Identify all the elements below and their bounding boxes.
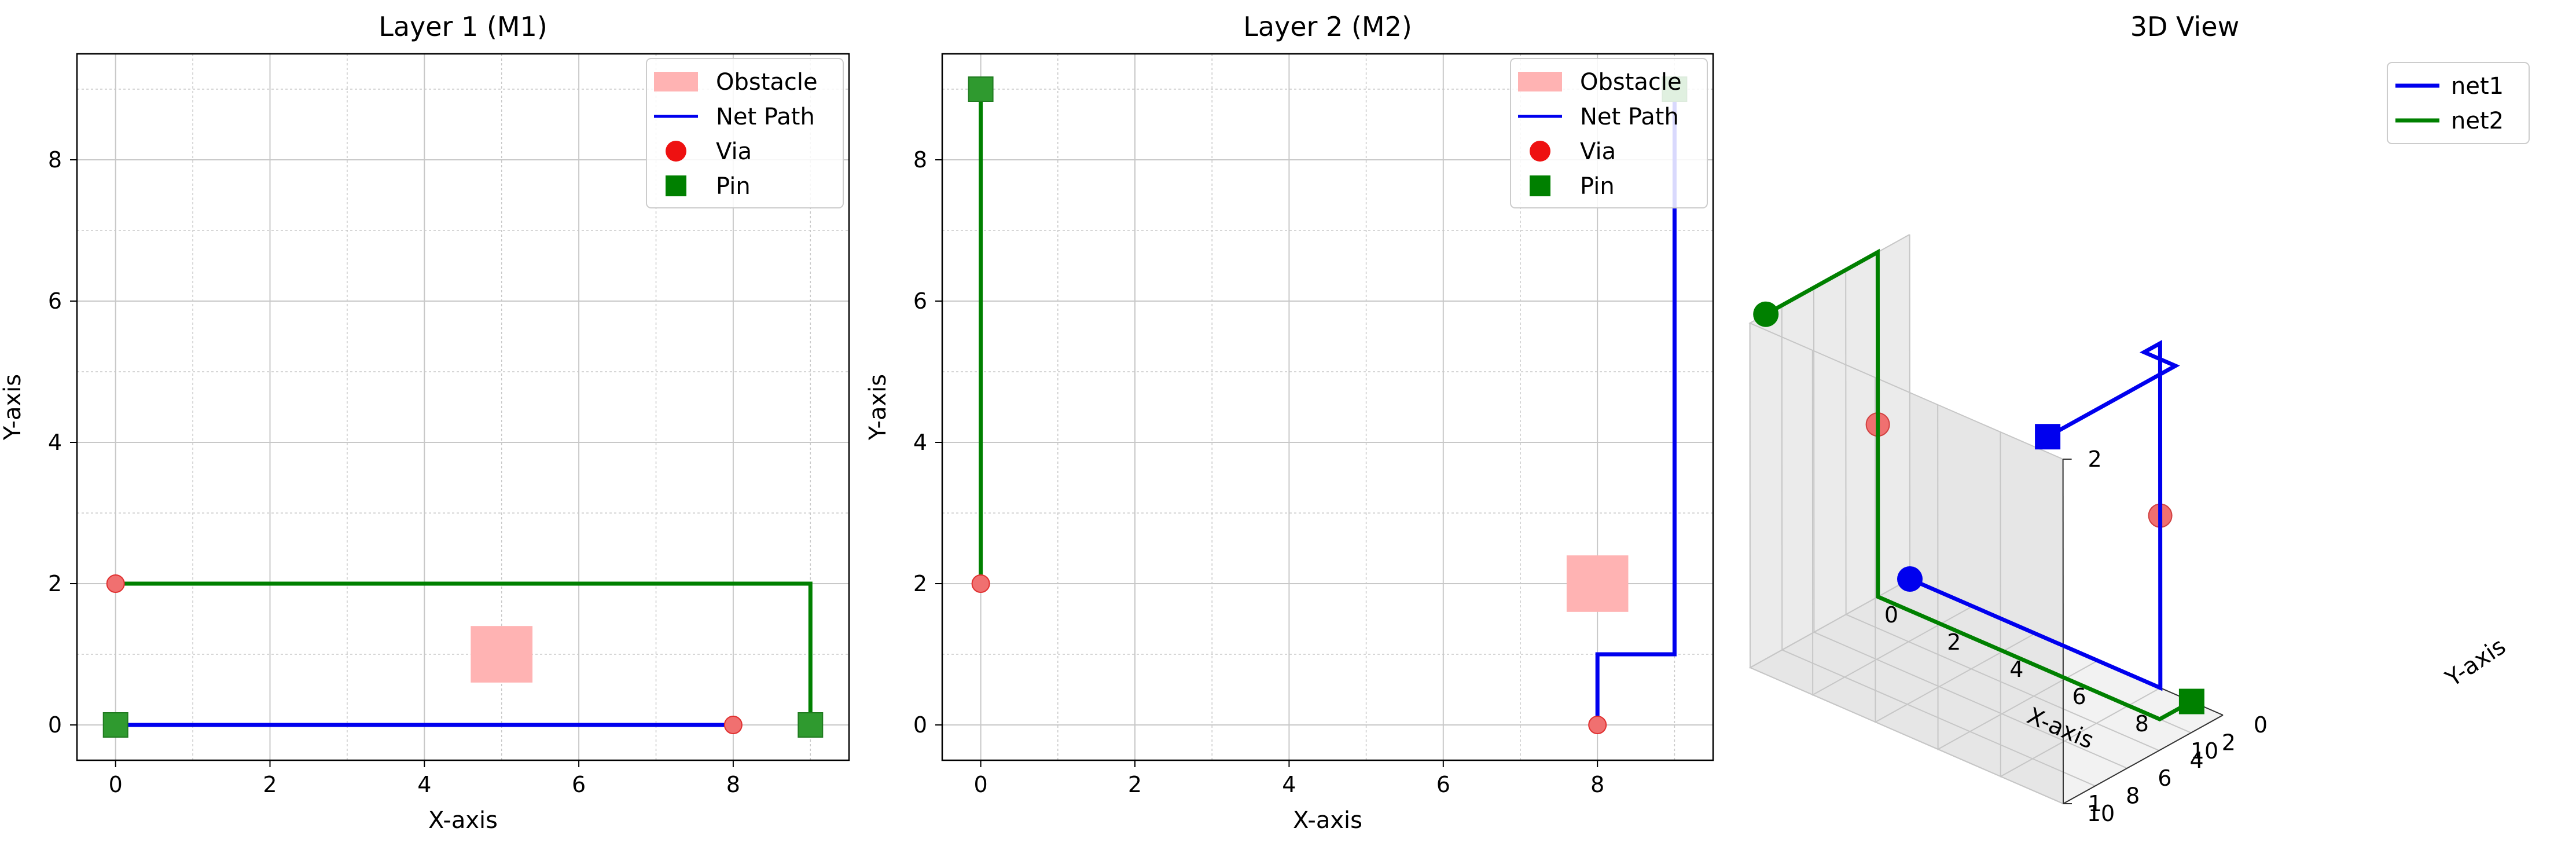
net2-start-marker (1753, 301, 1779, 327)
y-tick-label: 0 (913, 712, 927, 738)
y-axis-line (2063, 715, 2224, 804)
y-tick-label: 0 (48, 712, 62, 738)
net1-path-3d (1909, 340, 2180, 691)
x-tick-label: 2 (1128, 772, 1142, 797)
axes-frame (941, 53, 1714, 761)
legend-label: Via (1580, 138, 1616, 165)
y-tick-label: 4 (913, 430, 927, 455)
via-marker (723, 716, 743, 734)
via-marker (971, 574, 990, 593)
layer1-panel: 0 2 4 6 8 0 2 4 6 8 Layer 1 (M1) X-axis Y-axis Obstac… (0, 11, 850, 834)
y-tick-label: 2 (48, 571, 62, 596)
net2-end-marker (2178, 688, 2204, 715)
legend-via-swatch (666, 141, 686, 162)
x-tick-label: 6 (1436, 772, 1450, 797)
pin-marker (798, 712, 824, 738)
panel-title-3d: 3D View (2130, 11, 2239, 42)
legend-label-3d: net1 (2451, 73, 2504, 100)
legend-label: Pin (716, 173, 751, 200)
y-tick-label-3d: 2 (2222, 730, 2236, 756)
x-tick-label: 4 (417, 772, 431, 797)
legend-label: Obstacle (1580, 69, 1682, 96)
pin-marker (102, 712, 128, 738)
legend-label: Obstacle (716, 69, 818, 96)
y-tick-label: 8 (913, 147, 927, 173)
legend-box-3d (2387, 62, 2530, 144)
x-tick-label: 0 (974, 772, 988, 797)
y-tick-label: 4 (48, 430, 62, 455)
z-tick-label-3d: 2 (2088, 446, 2102, 472)
x-tick-label-3d: 10 (2191, 738, 2218, 764)
y-tick-label-3d: 6 (2158, 765, 2171, 791)
legend-pin-swatch (666, 175, 686, 196)
y-tick-label: 6 (913, 288, 927, 314)
x-tick-label: 8 (1590, 772, 1604, 797)
x-axis-label: X-axis (1293, 807, 1362, 834)
y-tick-label: 8 (48, 147, 62, 173)
x-tick-label-3d: 6 (2072, 684, 2086, 709)
x-tick-label-3d: 4 (2009, 657, 2023, 682)
y-tick-label: 2 (913, 571, 927, 596)
x-tick-label: 8 (726, 772, 740, 797)
legend-label: Net Path (1580, 104, 1679, 130)
panel-title: Layer 2 (M2) (1243, 11, 1412, 42)
legend-obstacle-swatch (1518, 72, 1562, 91)
net1-end-marker (2035, 424, 2061, 450)
x-axis-label: X-axis (428, 807, 498, 834)
side-pane (1750, 235, 1910, 668)
y-tick-label-3d: 10 (2087, 801, 2115, 826)
pin-marker (968, 76, 994, 102)
x-tick-label: 2 (263, 772, 277, 797)
x-tick-label: 0 (109, 772, 123, 797)
grid-line-z (1748, 578, 2064, 804)
grid-line-y (1781, 649, 2096, 787)
x-tick-label: 6 (572, 772, 586, 797)
x-tick-label-3d: 0 (1884, 602, 1898, 628)
legend-label: Net Path (716, 104, 815, 130)
legend-box (646, 58, 844, 208)
z-tick-label-3d: 1 (2088, 791, 2102, 816)
x-tick-label-3d: 8 (2135, 711, 2149, 737)
obstacle-rect (1566, 555, 1629, 612)
legend-label: Via (716, 138, 752, 165)
via-marker (106, 574, 125, 593)
net1-path (1595, 89, 1677, 725)
y-axis-label: Y-axis (865, 374, 891, 441)
y-tick-label-3d: 0 (2254, 712, 2268, 738)
layer2-panel: 0 2 4 6 8 0 2 4 6 8 Layer 2 (M2) X-axis Y-axis Obstac… (865, 11, 1714, 834)
grid-line-y (1814, 631, 2127, 769)
x-tick-label-3d: 2 (1947, 629, 1961, 655)
legend-label: Pin (1580, 173, 1615, 200)
via-marker (1588, 716, 1607, 734)
y-axis-label: Y-axis (0, 374, 26, 441)
x-tick-label: 4 (1282, 772, 1296, 797)
panel-title: Layer 1 (M1) (379, 11, 547, 42)
legend-pin-swatch (1530, 175, 1550, 196)
net2-path (115, 581, 813, 725)
obstacle-rect (471, 626, 533, 683)
net2-path-3d (1765, 248, 2193, 721)
legend-box (1510, 58, 1708, 208)
grid-line-y (1846, 614, 2159, 752)
legend-via-swatch (1530, 141, 1550, 162)
legend-label-3d: net2 (2451, 108, 2504, 134)
y-tick-label-3d: 8 (2126, 783, 2140, 808)
legend-obstacle-swatch (654, 72, 698, 91)
y-tick-label: 6 (48, 288, 62, 314)
net1-start-marker (1897, 566, 1923, 592)
y-tick-label-3d: 4 (2190, 748, 2204, 773)
axes-frame (76, 53, 850, 761)
